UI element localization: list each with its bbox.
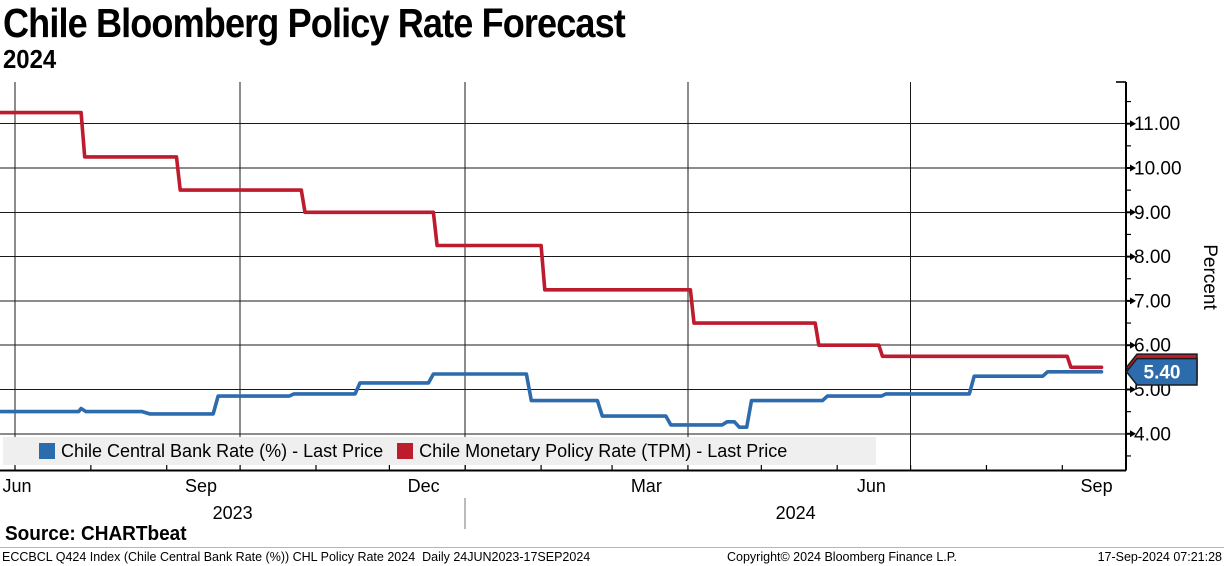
legend-label: Chile Central Bank Rate (%) - Last Price [61, 440, 384, 461]
x-month-label: Mar [631, 476, 662, 496]
y-tick-arrow-icon [1130, 430, 1136, 438]
y-tick-label: 8.00 [1134, 247, 1171, 268]
x-month-label: Dec [408, 476, 440, 496]
legend-item-monetary-policy-rate: Chile Monetary Policy Rate (TPM) - Last … [397, 441, 787, 462]
footer-copyright: Copyright© 2024 Bloomberg Finance L.P. [727, 550, 957, 564]
series-line [0, 369, 1104, 430]
y-tick-arrow-icon [1130, 297, 1136, 305]
x-year-label: 2024 [776, 503, 816, 523]
series-lines [0, 110, 1104, 430]
y-tick-arrow-icon [1130, 341, 1136, 349]
axis-badges [1125, 353, 1198, 386]
y-tick-arrow-icon [1130, 164, 1136, 172]
x-month-label: Sep [185, 476, 217, 496]
y-tick-label: 4.00 [1134, 424, 1171, 445]
x-month-label: Jun [857, 476, 886, 496]
series-line [0, 110, 1104, 370]
y-tick-label: 10.00 [1134, 159, 1182, 180]
y-tick-label: 7.00 [1134, 291, 1171, 312]
x-axis-labels: Jun Sep Dec Mar Jun Sep 2023 2024 [2, 476, 1113, 529]
y-tick-arrow-icon [1130, 386, 1136, 393]
y-tick-arrow-icon [1130, 208, 1136, 216]
x-year-label: 2023 [213, 503, 253, 523]
last-price-badge [1125, 357, 1198, 386]
red-series-swatch-icon [397, 443, 414, 459]
y-tick-arrow-icon [1130, 253, 1136, 261]
y-tick-label: 6.00 [1134, 336, 1171, 357]
footer-bar: ECCBCL Q424 Index (Chile Central Bank Ra… [0, 549, 1224, 566]
x-month-label: Sep [1081, 476, 1113, 496]
last-price-badge-value: 5.40 [1144, 363, 1181, 384]
source-line: Source: CHARTbeat [5, 523, 187, 545]
legend-item-central-bank-rate: Chile Central Bank Rate (%) - Last Price [39, 441, 383, 462]
y-tick-arrow-icon [1130, 120, 1136, 128]
page-title: Chile Bloomberg Policy Rate Forecast [3, 0, 626, 46]
chart-legend: Chile Central Bank Rate (%) - Last Price… [3, 437, 876, 465]
footer-timestamp: 17-Sep-2024 07:21:28 [1097, 550, 1222, 564]
gridlines [0, 82, 1126, 471]
y-axis-title: Percent [1199, 244, 1220, 310]
y-tick-label: 9.00 [1134, 203, 1171, 224]
x-month-label: Jun [2, 476, 31, 496]
footer-divider [0, 547, 1224, 548]
legend-label: Chile Monetary Policy Rate (TPM) - Last … [419, 440, 788, 461]
blue-series-swatch-icon [39, 443, 55, 459]
page-subtitle: 2024 [3, 44, 57, 74]
y-tick-label: 11.00 [1134, 114, 1180, 135]
footer-ticker-info: ECCBCL Q424 Index (Chile Central Bank Ra… [2, 550, 591, 564]
